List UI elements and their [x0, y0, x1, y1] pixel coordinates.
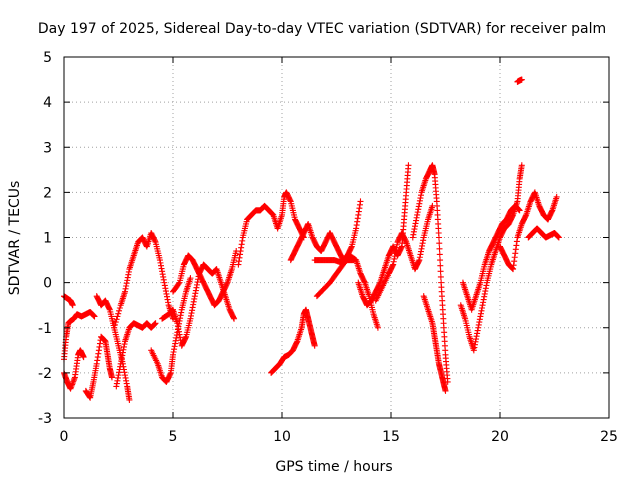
data-point	[116, 307, 123, 314]
y-tick-label: 5	[43, 50, 52, 66]
data-point	[126, 396, 133, 403]
x-tick-labels: 0 5 10 15 20 25	[60, 429, 618, 445]
data-point	[111, 324, 118, 331]
y-tick-label: 2	[43, 185, 52, 201]
series-arc-b	[61, 347, 87, 392]
data-point	[553, 193, 560, 200]
y-tick-label: 1	[43, 231, 52, 247]
x-tick-label: 20	[491, 429, 509, 445]
data-point	[518, 76, 525, 83]
data-point	[357, 198, 364, 205]
y-tick-label: -3	[38, 411, 52, 427]
data-point	[187, 275, 194, 282]
series-arc-f	[111, 229, 176, 331]
data-point	[113, 316, 120, 323]
data-point	[374, 324, 381, 331]
series-arc-k	[235, 189, 307, 268]
data-point	[437, 262, 444, 269]
series-arc-c	[61, 293, 76, 309]
data-point	[112, 319, 119, 326]
series-arc-p	[355, 162, 412, 309]
data-point	[516, 207, 523, 214]
data-point	[152, 320, 159, 327]
series-arc-l	[268, 306, 318, 376]
data-point	[442, 387, 449, 394]
x-tick-label: 10	[273, 429, 291, 445]
data-point	[518, 162, 525, 169]
data-point	[114, 313, 121, 320]
data-point	[311, 342, 318, 349]
data-point	[437, 268, 444, 275]
chart-title: Day 197 of 2025, Sidereal Day-to-day VTE…	[38, 21, 606, 37]
data-point	[91, 313, 98, 320]
data-point	[231, 315, 238, 322]
y-tick-labels: -3 -2 -1 0 1 2 3 4 5	[38, 50, 52, 427]
series-arc-h	[148, 275, 194, 385]
series-arc-s	[420, 293, 449, 394]
data-points	[61, 76, 562, 403]
data-point	[435, 234, 442, 241]
x-tick-label: 15	[382, 429, 400, 445]
series-arc-a	[61, 308, 98, 363]
data-point	[437, 257, 444, 264]
data-point	[555, 234, 562, 241]
y-axis-label: SDTVAR / TECUs	[7, 181, 23, 296]
series-arc-u	[459, 202, 523, 313]
data-point	[80, 354, 87, 361]
y-tick-label: -2	[38, 366, 52, 382]
data-point	[108, 374, 115, 381]
series-arc-q	[372, 202, 436, 304]
x-tick-label: 0	[60, 429, 69, 445]
data-point	[436, 240, 443, 247]
grid-lines	[64, 57, 609, 418]
series-arc-o	[313, 252, 381, 331]
series-arc-x	[514, 76, 525, 85]
series-arc-v	[497, 189, 560, 273]
y-tick-label: 4	[43, 95, 52, 111]
series-arc-m	[287, 198, 364, 264]
series-arc-r	[409, 162, 451, 385]
y-tick-label: 0	[43, 276, 52, 292]
x-axis-label: GPS time / hours	[275, 459, 392, 475]
series-arc-j	[170, 248, 240, 309]
data-point	[437, 273, 444, 280]
axis-ticks	[63, 56, 610, 419]
data-point	[115, 310, 122, 317]
x-tick-label: 5	[169, 429, 178, 445]
data-point	[405, 162, 412, 169]
data-point	[116, 305, 123, 312]
data-point	[69, 302, 76, 309]
x-tick-label: 25	[600, 429, 618, 445]
data-point	[436, 245, 443, 252]
y-tick-label: -1	[38, 321, 52, 337]
y-tick-label: 3	[43, 140, 52, 156]
series-arc-d	[82, 333, 115, 401]
series-arc-g	[113, 320, 159, 390]
data-point	[175, 280, 182, 287]
data-point	[111, 321, 118, 328]
data-point	[436, 251, 443, 258]
series-arc-w	[525, 225, 562, 241]
